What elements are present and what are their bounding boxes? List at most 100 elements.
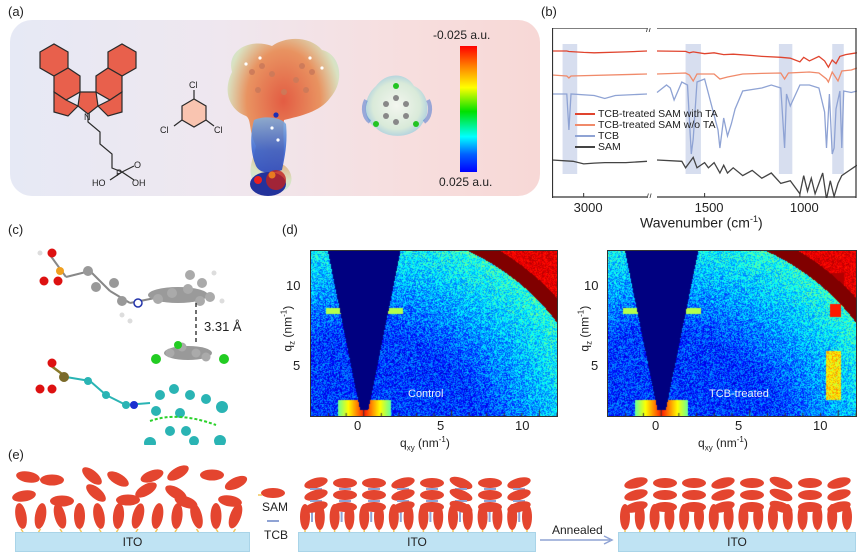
tcb-chemical-structure: [173, 90, 215, 128]
sam-anchor-tail-15: [154, 528, 159, 533]
series-line-sam-seg0: [552, 159, 648, 165]
sam-lying-right-161: [653, 490, 677, 500]
xlabel-sub: xy: [406, 443, 415, 453]
sam-lying-right-157: [769, 476, 793, 490]
legend-swatch: [575, 145, 595, 148]
sam-lying-middle-80: [304, 477, 328, 489]
xtick-5: 5: [437, 418, 445, 433]
stacking-distance-label: 3.31 Å: [204, 319, 242, 334]
sam-lying-middle-116: [420, 502, 444, 512]
ftir-xlabel-unit: (cm: [722, 214, 750, 231]
sam-lying-right-155: [711, 477, 735, 489]
sam-lying-left-32: [12, 490, 36, 502]
ylabel-tcb: qz (nm-1): [576, 289, 593, 369]
xlabel-sub: xy: [704, 443, 713, 453]
panel-e-label: (e): [8, 447, 24, 462]
esp-colorbar: [460, 46, 477, 172]
sam-lying-right-164: [740, 490, 764, 500]
tcb-cl-top: Cl: [189, 80, 198, 90]
sam-lying-right-165: [769, 488, 793, 502]
series-line-tcb-treated-sam-with-ta-seg0: [552, 50, 648, 54]
sam-standing-left-6: [74, 503, 85, 529]
molecular-model: 3.31 Å: [35, 248, 242, 445]
series-line-tcb-treated-sam-w-o-ta-seg0: [552, 73, 648, 79]
ylabel-q: q: [280, 344, 295, 352]
legend-item-without-ta: TCB-treated SAM w/o TA: [575, 119, 718, 131]
xlabel-sup: -1: [736, 435, 744, 444]
panel-c-label: (c): [8, 222, 24, 237]
sam-anchor-tail-17: [174, 528, 178, 533]
sam-lying-middle-86: [391, 477, 415, 489]
highlight-band-3: [832, 44, 844, 174]
giwaxs-map-control: Control: [310, 250, 558, 417]
sam-chemical-structure: [39, 43, 137, 181]
highlight-band-1: [685, 44, 701, 174]
sam-standing-left-4: [53, 503, 67, 529]
sam-lying-middle-106: [449, 488, 473, 502]
sam-lying-left-26: [82, 467, 102, 485]
sam-lying-middle-110: [507, 489, 531, 501]
legend-label: SAM: [598, 140, 621, 153]
sam-oh-label: OH: [132, 178, 146, 188]
sam-lying-left-28: [140, 469, 164, 483]
ito-substrate-left: ITO: [15, 532, 250, 552]
sam-lying-middle-98: [333, 490, 357, 500]
xtick-10: 10: [515, 418, 530, 433]
sam-lying-right-154: [682, 478, 706, 488]
ylabel-sub: z: [287, 340, 297, 345]
sam-lying-right-166: [798, 490, 822, 500]
ylabel-q: q: [577, 344, 592, 352]
tcb-cl-right: Cl: [214, 125, 223, 135]
ftir-xlabel: Wavenumber (cm-1): [640, 214, 763, 231]
series-line-tcb-seg1: [656, 78, 857, 155]
xlabel-close: ): [445, 436, 450, 450]
sam-atom-o: O: [134, 160, 141, 170]
sam-lying-left-27: [107, 471, 129, 487]
legend-tcb-label: TCB: [264, 528, 288, 542]
sam-ho-label: HO: [92, 178, 106, 188]
sam-lying-right-159: [827, 477, 851, 489]
sam-lying-left-35: [116, 494, 140, 506]
axis-break-mark-1: //: [646, 193, 652, 198]
yticks-10: 10: [286, 278, 301, 293]
sam-lying-left-25: [40, 474, 64, 486]
sam-standing-left-2: [34, 503, 47, 529]
tcb-cl-left: Cl: [160, 125, 169, 135]
legend-item-with-ta: TCB-treated SAM with TA: [575, 108, 718, 120]
sam-lying-middle-84: [362, 478, 386, 488]
sam-standing-left-14: [151, 503, 164, 529]
sam-lying-left-31: [224, 475, 248, 491]
legend-swatch: [575, 123, 595, 126]
sam-standing-left-22: [228, 503, 243, 529]
sam-lying-right-158: [798, 478, 822, 488]
sam-lying-right-153: [653, 478, 677, 488]
sam-lying-right-173: [769, 500, 793, 514]
xtick-0: 0: [652, 418, 660, 433]
sam-lying-left-30: [200, 469, 224, 481]
sam-anchor-tail-13: [135, 528, 139, 533]
ylabel-unit: (nm: [577, 316, 592, 341]
colorbar-top-label: -0.025 a.u.: [433, 28, 491, 42]
sam-lying-middle-94: [507, 477, 531, 489]
sam-lying-left-24: [16, 471, 40, 483]
legend-label: TCB: [598, 129, 619, 142]
sam-lying-right-168: [624, 501, 648, 513]
xlabel-tcb: qxy (nm-1): [698, 435, 748, 452]
sam-anchor-tail-1: [20, 528, 24, 533]
sam-lying-right-167: [827, 489, 851, 501]
sam-standing-middle-78: [522, 504, 532, 530]
yticks-10: 10: [584, 278, 599, 293]
xtick-10: 10: [813, 418, 828, 433]
sam-lying-middle-114: [362, 502, 386, 512]
ito-substrate-middle: ITO: [298, 532, 536, 552]
sam-ball-stick-model-top: [37, 248, 225, 324]
legend-item-tcb: TCB: [575, 129, 718, 142]
sam-anchor-tail-7: [78, 528, 83, 533]
colorbar-bottom-label: 0.025 a.u.: [439, 175, 493, 189]
series-line-tcb-seg0: [552, 93, 648, 131]
ftir-xlabel-sup: -1: [749, 214, 758, 224]
panel-a-structures: N P O HO OH Cl Cl Cl: [39, 38, 433, 196]
series-line-sam-seg1: [656, 156, 857, 198]
sam-anchor-tail-21: [215, 528, 219, 533]
giwaxs-heatmap: [607, 250, 857, 417]
